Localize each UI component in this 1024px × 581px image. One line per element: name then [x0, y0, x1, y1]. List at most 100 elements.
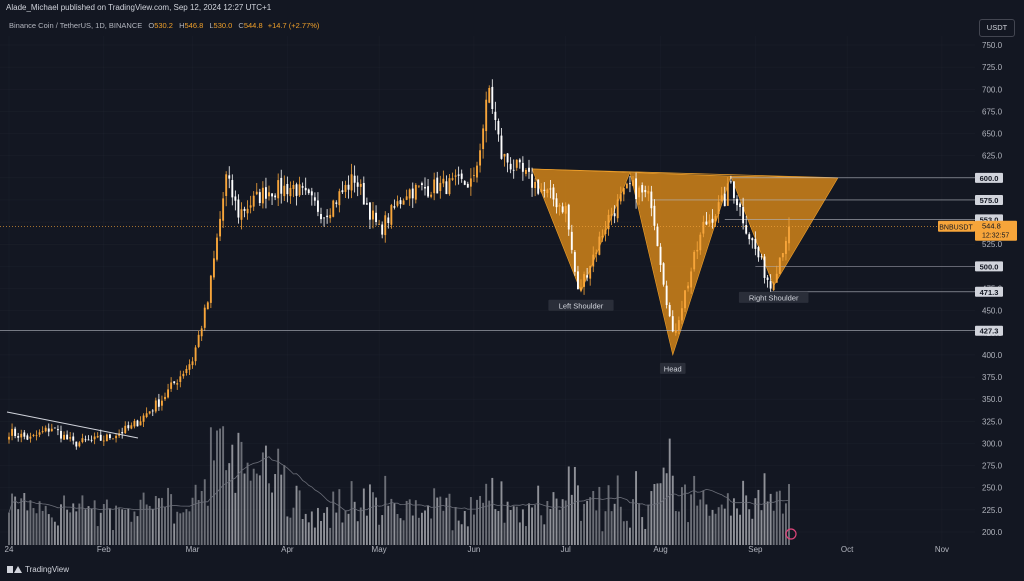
volume-bar: [491, 477, 494, 545]
volume-bar: [8, 512, 10, 545]
volume-bar: [372, 492, 374, 545]
volume-bar: [482, 502, 485, 545]
volume-bar: [668, 438, 671, 545]
volume-bar: [118, 508, 121, 545]
volume-bar: [411, 515, 414, 545]
volume-bar: [246, 462, 249, 545]
candle-body: [500, 135, 503, 159]
candle-body: [540, 189, 543, 192]
volume-bar: [304, 513, 307, 545]
price-level-tag-label: 427.3: [980, 327, 999, 336]
candle-body: [228, 175, 231, 179]
tradingview-footer[interactable]: TradingView: [7, 565, 69, 574]
symbol-tag-label: BNBUSDT: [939, 225, 973, 232]
volume-bar: [570, 494, 573, 545]
volume-bar: [384, 475, 387, 545]
candle-body: [372, 210, 374, 220]
candle-body: [711, 218, 714, 223]
open-label: O: [148, 21, 155, 30]
candle-body: [164, 396, 166, 400]
volume-bar: [231, 444, 234, 545]
volume-bar: [705, 504, 708, 545]
volume-bar: [105, 499, 108, 545]
last-price-tag: [975, 220, 1017, 241]
volume-bar: [414, 500, 417, 545]
candle-body: [424, 186, 426, 189]
candle-body: [99, 434, 102, 441]
candle-body: [729, 181, 732, 183]
volume-bar: [320, 520, 322, 545]
volume-bar: [277, 448, 280, 545]
candle-body: [313, 197, 316, 201]
candle-body: [381, 224, 384, 235]
volume-bar: [546, 500, 549, 545]
candle-body: [408, 189, 411, 199]
price-tick-label: 650.0: [982, 130, 1003, 139]
volume-bar: [745, 495, 748, 545]
candle-body: [261, 187, 264, 204]
volume-bar: [20, 498, 23, 545]
volume-bar: [405, 500, 408, 545]
volume-bar: [466, 526, 469, 545]
candle-body: [778, 257, 781, 274]
price-level-tag-label: 471.3: [980, 288, 999, 297]
price-level-tag: [975, 194, 1003, 205]
volume-bar: [148, 505, 151, 545]
price-level-tag-label: 500.0: [980, 262, 999, 271]
candle-body: [766, 277, 769, 280]
volume-bar: [632, 499, 634, 545]
candle-body: [115, 435, 118, 439]
low-value: 530.0: [213, 21, 233, 30]
candle-body: [41, 431, 44, 433]
volume-moving-average: [8, 456, 790, 513]
volume-bar: [228, 463, 231, 545]
volume-bar: [671, 475, 674, 545]
volume-bar: [714, 513, 717, 545]
candle-body: [47, 428, 50, 432]
replay-icon[interactable]: [785, 528, 797, 540]
symbol-name: Binance Coin / TetherUS, 1D, BINANCE: [9, 21, 143, 30]
candle-body: [286, 183, 289, 195]
candle-body: [552, 187, 555, 200]
candle-body: [460, 173, 463, 179]
candle-body: [748, 234, 751, 240]
price-tick-label: 525.0: [982, 240, 1003, 249]
countdown-value: 12:32:57: [982, 233, 1009, 240]
volume-bar: [503, 522, 506, 545]
candle-body: [589, 265, 592, 279]
volume-bar: [598, 486, 601, 545]
candle-body: [742, 207, 745, 224]
candle-body: [320, 214, 322, 220]
currency-button[interactable]: USDT: [979, 19, 1015, 37]
candle-body: [72, 436, 75, 441]
candle-body: [485, 99, 488, 132]
candle-body: [384, 215, 387, 236]
volume-bar: [66, 509, 69, 545]
candle-body: [81, 438, 84, 443]
candle-body: [644, 189, 647, 193]
candle-body: [580, 287, 582, 291]
candle-body: [268, 192, 270, 197]
volume-bar: [264, 445, 267, 545]
volume-bar: [699, 499, 702, 545]
candle-body: [506, 153, 509, 163]
volume-bar: [463, 511, 466, 545]
candle-body: [417, 185, 420, 187]
volume-bar: [515, 506, 518, 545]
volume-bar: [726, 493, 729, 545]
price-tick-label: 450.0: [982, 307, 1003, 316]
candle-body: [194, 347, 197, 362]
price-tick-label: 750.0: [982, 41, 1003, 50]
candle-body: [491, 86, 494, 110]
volume-bar: [335, 512, 338, 545]
volume-bar: [47, 514, 50, 545]
candle-body: [524, 170, 527, 174]
time-tick-label: Oct: [841, 545, 854, 554]
candle-body: [469, 178, 472, 187]
candle-body: [203, 307, 206, 328]
volume-bar: [460, 524, 463, 545]
price-tick-label: 225.0: [982, 506, 1003, 515]
candle-body: [258, 192, 261, 204]
candle-body: [466, 183, 469, 188]
